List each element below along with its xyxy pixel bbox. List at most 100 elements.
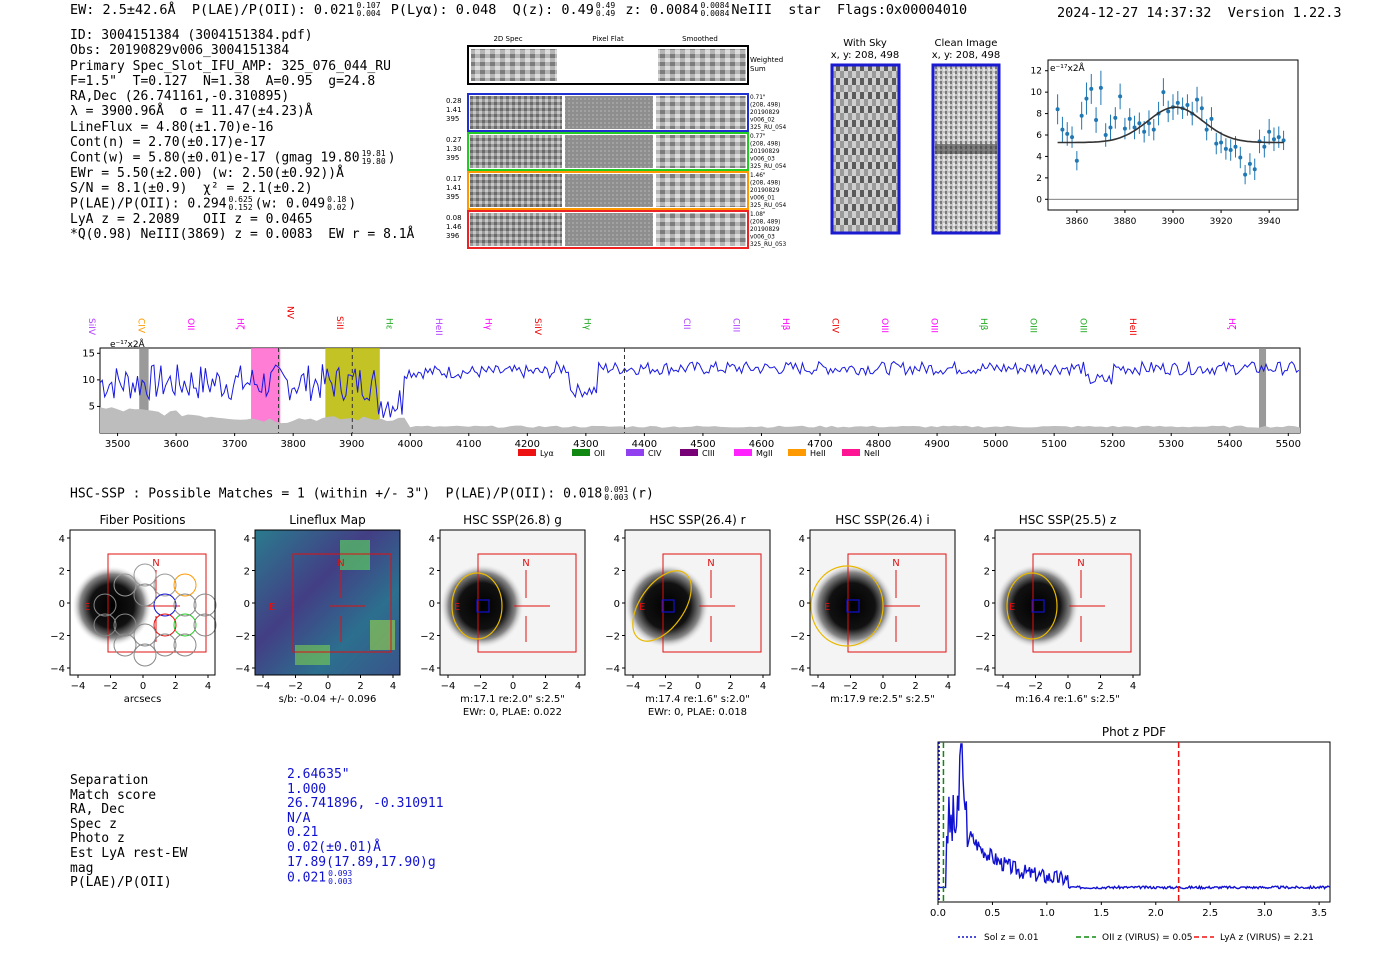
fiber-box (476, 599, 490, 613)
hsc-xtick-label: 2 (172, 681, 178, 692)
fit-point (1084, 96, 1089, 101)
fit-point (1276, 135, 1281, 140)
match-value: 2.64635" (287, 767, 350, 782)
photz-legend-label: OII z (VIRUS) = 0.05 (1102, 933, 1193, 943)
hsc-panel-sub: m:17.4 re:1.6" s:2.0" (645, 694, 750, 705)
hsc-ytick-label: 0 (984, 599, 990, 610)
hsc-xtick-label: −2 (288, 681, 303, 692)
hsc-ytick-label: −2 (50, 632, 65, 643)
star-source (440, 564, 524, 648)
fit-point (1113, 115, 1118, 120)
header-datetime: 2024-12-27 14:37:32 Version 1.22.3 (1057, 5, 1342, 21)
spectrum-xtick-label: 4300 (573, 439, 598, 450)
fiber-circle (153, 633, 177, 657)
star-source (810, 564, 894, 648)
hsc-panel: HSC SSP(26.4) i N E 4 2 0 −2 −4 −4 −2 0 2 4 m:17.9 re… (790, 513, 956, 705)
match-value: 0.02(±0.01)Å (287, 839, 381, 855)
cutout-right-value: (208, 498) (750, 142, 780, 148)
info-ewr: EWr = 5.50(±2.00) (w: 2.50(±0.92))Å (70, 165, 344, 181)
spectrum-line-label: CII (681, 318, 691, 330)
spectrum-xtick-label: 5300 (1158, 439, 1183, 450)
fit-point (1070, 135, 1075, 140)
hsc-xtick-label: 4 (205, 681, 211, 692)
hsc-xtick-label: 0 (1065, 681, 1071, 692)
cutout-right-value: 1.46" (750, 173, 766, 179)
hsc-panel-title: HSC SSP(26.4) r (649, 513, 745, 527)
match-label: P(LAE)/P(OII) (70, 875, 172, 891)
photz-xtick-label: 2.5 (1202, 908, 1218, 919)
hsc-xtick-label: 2 (912, 681, 918, 692)
spectrum-legend-swatch (572, 449, 590, 456)
photz-curve (938, 743, 1331, 891)
cutout-2d (470, 174, 562, 207)
hsc-xtick-label: −4 (71, 681, 86, 692)
cutout-right-value: 1.08" (750, 212, 766, 218)
fit-xtick-label: 3860 (1065, 217, 1088, 227)
photz-pdf: Phot z PDF 0.0 0.5 1.0 1.5 2.0 2.5 3.0 3.5 Sol … (930, 725, 1331, 943)
fit-point (1195, 97, 1200, 102)
cutout-right-value: 20190829 (750, 188, 780, 194)
fit-point (1055, 107, 1060, 112)
match-label: Photo z (70, 831, 125, 847)
info-sn: S/N = 8.1(±0.9) χ² = 2.1(±0.2) (70, 180, 313, 196)
hsc-red-box (292, 553, 392, 653)
match-label: Spec z (70, 816, 117, 832)
hsc-panel-title: Lineflux Map (289, 513, 365, 527)
fit-ytick-label: 2 (1036, 174, 1042, 184)
hsc-panel-sub2: EWr: 0, PLAE: 0.022 (463, 707, 562, 718)
spectrum-ytick-label: 5 (89, 401, 95, 412)
match-label: mag (70, 860, 94, 876)
cutout-right-value: v006_03 (750, 157, 775, 163)
fit-point (1228, 148, 1233, 152)
cutout-left-value: 1.46 (446, 223, 462, 231)
hsc-xtick-label: 0 (140, 681, 146, 692)
spectrum-line-label: SiIV (86, 318, 96, 336)
flux-spectrum (99, 360, 1300, 418)
hsc-xtick-label: 4 (760, 681, 766, 692)
cutout-smoothed (656, 96, 746, 129)
hsc-ytick-label: 4 (614, 534, 620, 545)
spectrum-xtick-label: 4500 (690, 439, 715, 450)
hsc-xtick-label: 4 (390, 681, 396, 692)
fit-point (1214, 141, 1219, 146)
fit-point (1074, 158, 1079, 163)
cutout-right-value: 325_RU_053 (750, 242, 787, 248)
hsc-ytick-label: −4 (420, 664, 435, 675)
hsc-ytick-label: −2 (605, 632, 620, 643)
fiber-circle (173, 633, 197, 657)
fiber-circle (113, 633, 137, 657)
spectrum-line-label: Hγ (483, 318, 493, 331)
fit-point (1271, 137, 1276, 142)
fit-point (1252, 167, 1257, 172)
hsc-xtick-label: 4 (575, 681, 581, 692)
hsc-xtick-label: −2 (103, 681, 118, 692)
fit-point (1103, 133, 1108, 137)
hsc-ytick-label: −4 (50, 664, 65, 675)
cutout-left-value: 1.41 (446, 184, 462, 192)
east-label: E (1009, 602, 1015, 613)
fit-xtick-label: 3940 (1258, 217, 1281, 227)
spectrum-xtick-label: 4700 (807, 439, 832, 450)
hsc-ytick-label: 2 (614, 567, 620, 578)
hsc-panel: HSC SSP(26.8) g N E 4 2 0 −2 −4 −4 −2 0 2 4 m:17.1 re… (420, 513, 586, 718)
gaussian-fit-curve (1057, 106, 1284, 144)
photz-legend-label: LyA z (VIRUS) = 2.21 (1220, 933, 1314, 943)
info-primary: Primary Spec_Slot_IFU_AMP: 325_076_044_R… (70, 58, 391, 74)
spectrum-line-label: CIV (136, 318, 146, 334)
info-plae: P(LAE)/P(OII): 0.294 0.625 0.152 (w: 0.049 0… (70, 195, 357, 213)
hsc-panel-sub: arcsecs (124, 694, 162, 705)
hsc-xtick-label: 2 (1097, 681, 1103, 692)
cutout-right-value: v006_02 (750, 118, 775, 124)
spectrum-line-label: CIII (730, 318, 740, 332)
hsc-xtick-label: −2 (1028, 681, 1043, 692)
match-value: 17.89(17.89,17.90)g (287, 854, 436, 870)
weighted-sum-label: Weighted (750, 56, 783, 64)
fiber-circle (173, 613, 197, 637)
spectrum-line-label: HeII (1127, 318, 1137, 336)
fiber-box (661, 599, 675, 613)
hsc-ytick-label: 2 (429, 567, 435, 578)
info-lineflux: LineFlux = 4.80(±1.70)e-16 (70, 119, 274, 135)
spectrum-xtick-label: 3600 (163, 439, 188, 450)
east-label: E (639, 602, 645, 613)
